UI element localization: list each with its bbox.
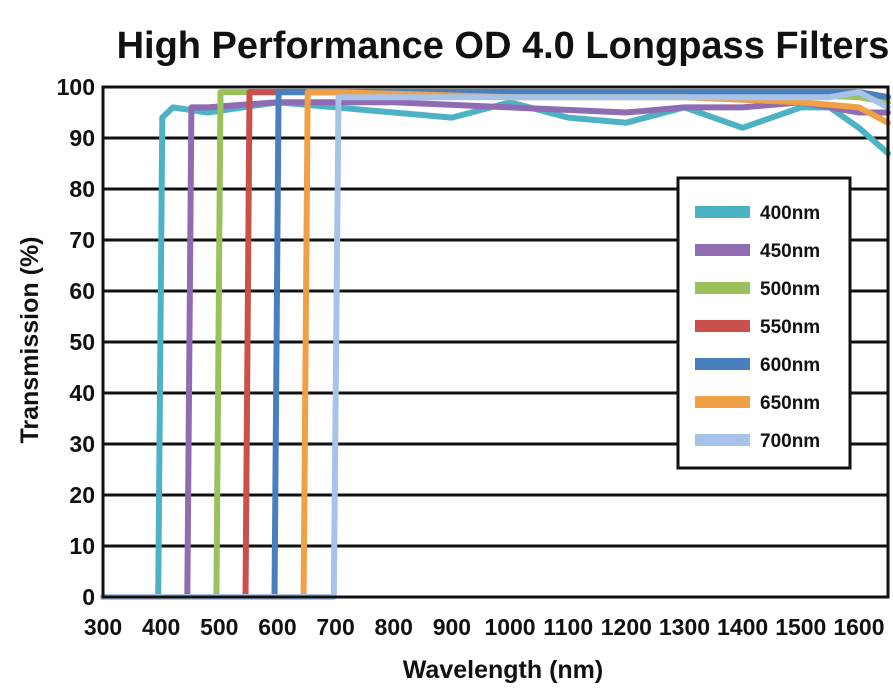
- y-tick-label: 20: [69, 482, 95, 508]
- x-tick-label: 1400: [717, 614, 768, 640]
- x-tick-label: 400: [142, 614, 180, 640]
- x-tick-label: 1200: [601, 614, 652, 640]
- x-tick-label: 900: [433, 614, 471, 640]
- series-line-400nm: [100, 99, 891, 600]
- x-tick-label: 1100: [543, 614, 593, 640]
- legend-swatch: [695, 206, 750, 218]
- legend-swatch: [695, 434, 750, 446]
- x-tick-label: 300: [84, 614, 122, 640]
- x-tick-labels: 300 400 500 600 700 800 900 1000 1100 1200 1300 140…: [84, 614, 885, 640]
- legend-swatch: [695, 358, 750, 370]
- legend-swatch: [695, 396, 750, 408]
- chart-title: High Performance OD 4.0 Longpass Filters: [117, 25, 890, 67]
- y-tick-label: 30: [69, 431, 95, 457]
- y-tick-label: 0: [82, 584, 95, 610]
- x-tick-label: 800: [375, 614, 413, 640]
- y-tick-label: 50: [69, 329, 95, 355]
- x-tick-label: 500: [200, 614, 238, 640]
- y-tick-label: 70: [69, 227, 95, 253]
- x-tick-label: 1000: [484, 614, 535, 640]
- legend-label: 550nm: [760, 317, 820, 338]
- legend-swatch: [695, 282, 750, 294]
- legend-label: 450nm: [760, 241, 820, 262]
- legend-label: 400nm: [760, 203, 820, 224]
- y-axis-label: Transmission (%): [16, 237, 44, 444]
- legend: 400nm 450nm 500nm 550nm 600nm 650nm 700nm: [676, 176, 852, 470]
- y-tick-label: 40: [69, 380, 95, 406]
- y-tick-label: 100: [57, 74, 95, 100]
- x-tick-label: 1300: [659, 614, 710, 640]
- y-tick-labels: 0 10 20 30 40 50 60 70 80 90 100: [57, 74, 95, 610]
- x-tick-label: 600: [258, 614, 296, 640]
- series-line-700nm: [100, 89, 891, 600]
- legend-swatch: [695, 320, 750, 332]
- x-axis-label: Wavelength (nm): [403, 656, 603, 684]
- legend-swatch: [695, 244, 750, 256]
- legend-label: 500nm: [760, 279, 820, 300]
- x-tick-label: 1600: [833, 614, 884, 640]
- legend-label: 650nm: [760, 393, 820, 414]
- y-tick-label: 10: [69, 533, 95, 559]
- y-tick-label: 80: [69, 176, 95, 202]
- legend-label: 600nm: [760, 355, 820, 376]
- plot-frame: [101, 85, 890, 599]
- y-tick-label: 60: [69, 278, 95, 304]
- series-lines: [100, 89, 891, 600]
- x-tick-label: 700: [316, 614, 354, 640]
- y-tick-label: 90: [69, 125, 95, 151]
- x-tick-label: 1500: [775, 614, 826, 640]
- legend-label: 700nm: [760, 431, 820, 452]
